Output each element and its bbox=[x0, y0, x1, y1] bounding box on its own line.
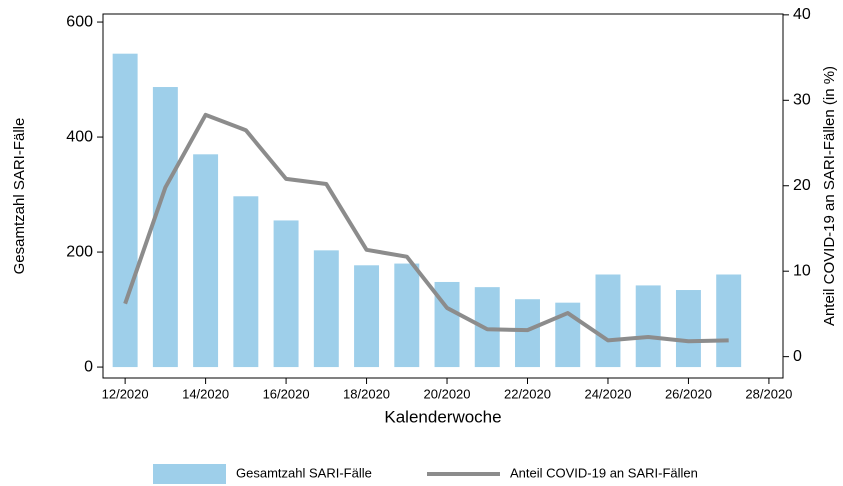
y2-tick-label: 30 bbox=[793, 92, 811, 109]
x-tick-label: 14/2020 bbox=[182, 386, 229, 401]
bar bbox=[273, 220, 299, 368]
y-tick-label: 0 bbox=[84, 358, 93, 375]
x-tick-label: 26/2020 bbox=[665, 386, 712, 401]
x-tick-label: 24/2020 bbox=[584, 386, 631, 401]
x-tick-label: 12/2020 bbox=[102, 386, 149, 401]
x-tick-label: 28/2020 bbox=[745, 386, 792, 401]
y2-tick-label: 20 bbox=[793, 177, 811, 194]
bar bbox=[595, 274, 621, 368]
x-axis-title: Kalenderwoche bbox=[384, 407, 501, 426]
bar bbox=[313, 250, 339, 368]
y2-axis-title: Anteil COVID-19 an SARI-Fällen (in %) bbox=[821, 66, 838, 326]
plot-frame bbox=[102, 13, 784, 379]
y-axis-title: Gesamtzahl SARI-Fälle bbox=[11, 118, 28, 275]
legend-label: Gesamtzahl SARI-Fälle bbox=[236, 465, 372, 480]
bar bbox=[233, 196, 259, 368]
y2-tick-label: 10 bbox=[793, 262, 811, 279]
y-tick-label: 600 bbox=[66, 13, 93, 30]
line bbox=[123, 112, 729, 344]
x-tick-label: 18/2020 bbox=[343, 386, 390, 401]
bar bbox=[515, 299, 540, 368]
bar bbox=[675, 290, 701, 368]
y-tick-label: 400 bbox=[66, 128, 93, 145]
legend-label: Anteil COVID-19 an SARI-Fällen bbox=[510, 465, 698, 480]
bar bbox=[354, 265, 380, 368]
x-tick-label: 16/2020 bbox=[263, 386, 310, 401]
legend-swatch bbox=[153, 464, 226, 484]
y2-tick-label: 40 bbox=[793, 6, 811, 23]
bar bbox=[635, 285, 661, 368]
y-tick-label: 200 bbox=[66, 243, 93, 260]
x-tick-label: 20/2020 bbox=[424, 386, 471, 401]
bar bbox=[112, 53, 138, 368]
x-tick-label: 22/2020 bbox=[504, 386, 551, 401]
bar bbox=[152, 87, 178, 368]
bar bbox=[394, 263, 420, 368]
y2-tick-label: 0 bbox=[793, 348, 802, 365]
bar bbox=[716, 274, 742, 368]
bar bbox=[193, 154, 219, 368]
